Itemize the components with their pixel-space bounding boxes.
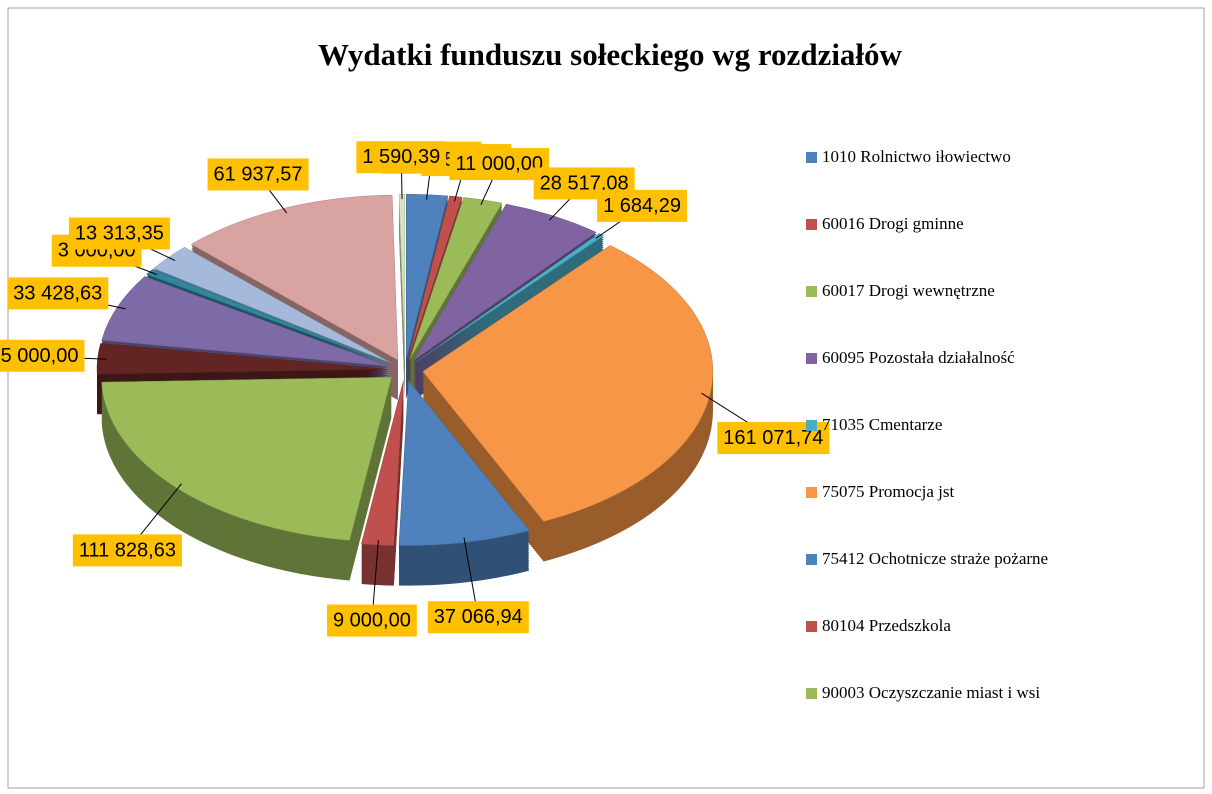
data-label-box xyxy=(72,534,182,567)
data-label-box xyxy=(427,601,529,634)
data-label: 37 066,94 xyxy=(434,606,523,628)
data-label: 13 313,35 xyxy=(75,222,164,244)
data-label-box xyxy=(597,189,687,222)
legend-label: 1010 Rolnictwo iłowiectwo xyxy=(822,147,1011,166)
legend-label: 80104 Przedszkola xyxy=(822,616,951,635)
legend-label: 60095 Pozostała działalność xyxy=(822,348,1015,367)
data-label-box xyxy=(0,339,85,372)
legend-swatch xyxy=(806,420,817,431)
legend-label: 90003 Oczyszczanie miast i wsi xyxy=(822,683,1040,702)
data-label: 9 000,00 xyxy=(333,610,411,632)
data-label: 11 000,00 xyxy=(455,153,543,175)
legend-swatch xyxy=(806,688,817,699)
slice-side xyxy=(416,239,604,368)
legend-label: 60017 Drogi wewnętrzne xyxy=(822,281,995,300)
data-label-box xyxy=(356,141,447,174)
data-label: 61 937,57 xyxy=(214,163,303,185)
data-label-box xyxy=(7,277,109,310)
legend-swatch xyxy=(806,286,817,297)
legend-swatch xyxy=(806,487,817,498)
slice-side xyxy=(416,237,604,366)
legend-swatch xyxy=(806,621,817,632)
legend-swatch xyxy=(806,353,817,364)
data-label-box xyxy=(326,604,417,637)
legend-swatch xyxy=(806,554,817,565)
data-label-box xyxy=(68,217,170,250)
data-label: 28 517,08 xyxy=(540,172,629,194)
slice-side xyxy=(416,241,604,370)
slice-side xyxy=(416,247,604,376)
data-label-box xyxy=(207,158,309,191)
legend-label: 71035 Cmentarze xyxy=(822,415,942,434)
data-label: 1 590,39 xyxy=(362,146,440,168)
data-label: 1 684,29 xyxy=(603,195,681,217)
slice xyxy=(422,245,714,522)
slice-side xyxy=(416,235,604,364)
slice xyxy=(101,376,392,541)
data-label: 33 428,63 xyxy=(13,282,102,304)
slice-side xyxy=(416,243,604,372)
chart-title: Wydatki funduszu sołeckiego wg rozdziałó… xyxy=(318,37,902,72)
data-label: 161 071,74 xyxy=(723,427,823,449)
data-label: 15 000,00 xyxy=(0,345,78,367)
legend-swatch xyxy=(806,152,817,163)
data-label: 111 828,63 xyxy=(79,539,176,561)
legend-label: 75075 Promocja jst xyxy=(822,482,954,501)
slice-side xyxy=(407,198,463,362)
legend-swatch xyxy=(806,219,817,230)
data-label-box xyxy=(449,148,549,181)
legend-label: 75412 Ochotnicze straże pożarne xyxy=(822,549,1048,568)
slice-side xyxy=(416,245,604,374)
slice-side xyxy=(407,200,463,364)
legend-label: 60016 Drogi gminne xyxy=(822,214,964,233)
slice xyxy=(398,379,530,546)
